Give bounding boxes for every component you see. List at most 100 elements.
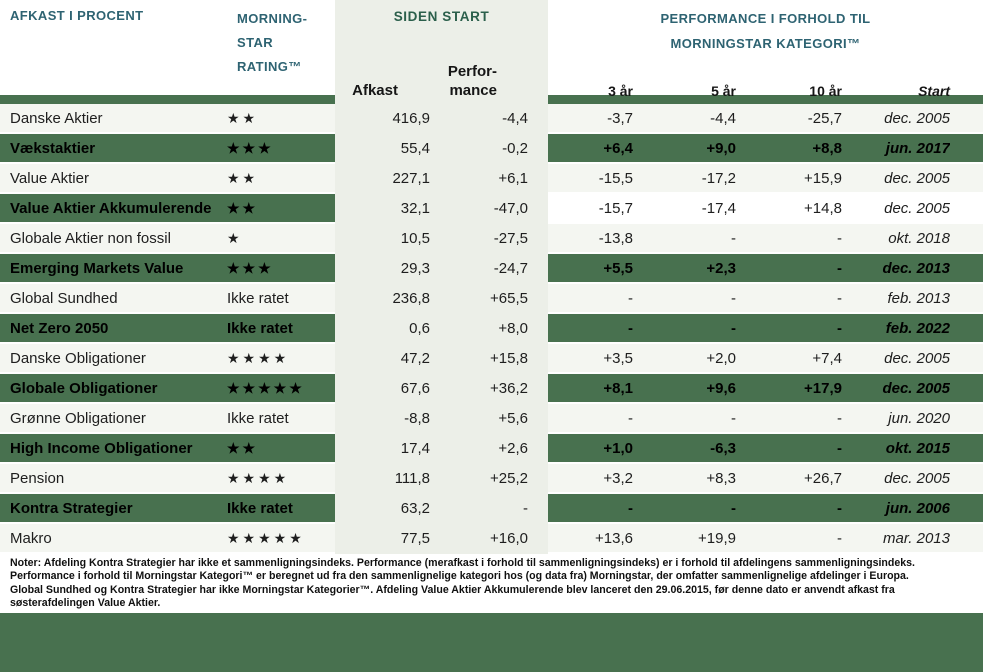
- rating-cell: ★★★★: [225, 344, 335, 372]
- table-row: Global Sundhed Ikke ratet 236,8 +65,5 - …: [0, 284, 983, 312]
- column-header-start: Start: [918, 83, 950, 99]
- fund-name-cell: High Income Obligationer: [0, 434, 225, 462]
- 10yr-cell: -25,7: [738, 104, 844, 132]
- footnotes: Noter: Afdeling Kontra Strategier har ik…: [10, 557, 976, 611]
- table-row: Kontra Strategier Ikke ratet 63,2 - - - …: [0, 494, 983, 522]
- 10yr-cell: +7,4: [738, 344, 844, 372]
- table-row: Danske Obligationer ★★★★ 47,2 +15,8 +3,5…: [0, 344, 983, 372]
- fund-name-cell: Value Aktier Akkumulerende: [0, 194, 225, 222]
- row-tail: [950, 164, 983, 192]
- fund-name-cell: Global Sundhed: [0, 284, 225, 312]
- footnote-line: søsterafdelingen Value Aktier.: [10, 597, 161, 610]
- 5yr-cell: +8,3: [636, 464, 738, 492]
- start-date-cell: dec. 2005: [844, 104, 950, 132]
- not-rated-label: Ikke ratet: [227, 409, 289, 427]
- performance-cell: -27,5: [493, 229, 528, 247]
- table-row: Pension ★★★★ 111,8 +25,2 +3,2 +8,3 +26,7…: [0, 464, 983, 492]
- afkast-cell: 236,8: [392, 289, 430, 307]
- row-tail: [950, 404, 983, 432]
- rating-cell: ★★: [225, 194, 335, 222]
- fund-name-cell: Net Zero 2050: [0, 314, 225, 342]
- rating-header-line: MORNING-: [237, 11, 308, 26]
- morningstar-stars: ★★: [227, 109, 259, 126]
- group-header-siden-start: SIDEN START: [393, 9, 490, 24]
- not-rated-label: Ikke ratet: [227, 289, 289, 307]
- column-header-5yr: 5 år: [711, 83, 736, 99]
- fund-name-cell: Kontra Strategier: [0, 494, 225, 522]
- rating-cell: ★★★★: [225, 464, 335, 492]
- row-tail: [950, 344, 983, 372]
- 5yr-cell: -17,4: [636, 194, 738, 222]
- performance-cell: -0,2: [502, 139, 528, 157]
- group-header-morningstar-kategori: PERFORMANCE I FORHOLD TIL MORNINGSTAR KA…: [548, 6, 983, 56]
- row-tail: [950, 464, 983, 492]
- 3yr-cell: +8,1: [548, 374, 636, 402]
- 10yr-cell: +14,8: [738, 194, 844, 222]
- performance-cell: -47,0: [493, 199, 528, 217]
- row-tail: [950, 254, 983, 282]
- table-row: Grønne Obligationer Ikke ratet -8,8 +5,6…: [0, 404, 983, 432]
- 3yr-cell: -: [548, 404, 636, 432]
- column-header-performance: Perfor- mance: [430, 62, 548, 100]
- morningstar-stars: ★★★★: [227, 349, 290, 366]
- column-header-10yr: 10 år: [809, 83, 842, 99]
- afkast-cell: 227,1: [392, 169, 430, 187]
- performance-header-line: Perfor-: [447, 63, 497, 80]
- 5yr-cell: -: [636, 284, 738, 312]
- column-header-3yr: 3 år: [608, 83, 633, 99]
- start-date-cell: jun. 2006: [844, 494, 950, 522]
- 10yr-cell: -: [738, 284, 844, 312]
- performance-cell: -: [523, 499, 528, 517]
- 10yr-cell: -: [738, 404, 844, 432]
- row-tail: [950, 524, 983, 552]
- fund-name-cell: Danske Aktier: [0, 104, 225, 132]
- column-header-fund: AFKAST I PROCENT: [10, 8, 144, 23]
- row-tail: [950, 284, 983, 312]
- 10yr-cell: +8,8: [738, 134, 844, 162]
- fund-name-cell: Globale Obligationer: [0, 374, 225, 402]
- 5yr-cell: +19,9: [636, 524, 738, 552]
- 5yr-cell: -: [636, 224, 738, 252]
- 3yr-cell: +6,4: [548, 134, 636, 162]
- morningstar-group-line: PERFORMANCE I FORHOLD TIL: [660, 11, 871, 26]
- performance-cell: +5,6: [498, 409, 528, 427]
- 10yr-cell: +17,9: [738, 374, 844, 402]
- table-row: Vækstaktier ★★★ 55,4 -0,2 +6,4 +9,0 +8,8…: [0, 134, 983, 162]
- 3yr-cell: -13,8: [548, 224, 636, 252]
- row-tail: [950, 314, 983, 342]
- fund-name-cell: Value Aktier: [0, 164, 225, 192]
- performance-cell: +2,6: [498, 439, 528, 457]
- 10yr-cell: -: [738, 224, 844, 252]
- 3yr-cell: +3,2: [548, 464, 636, 492]
- morningstar-stars: ★★: [227, 169, 259, 186]
- performance-header-line: mance: [449, 82, 497, 99]
- table-row: Value Aktier ★★ 227,1 +6,1 -15,5 -17,2 +…: [0, 164, 983, 192]
- performance-cell: +65,5: [490, 289, 528, 307]
- performance-cell: -4,4: [502, 109, 528, 127]
- table-row: Makro ★★★★★ 77,5 +16,0 +13,6 +19,9 - mar…: [0, 524, 983, 552]
- 5yr-cell: -6,3: [636, 434, 738, 462]
- fund-name-cell: Danske Obligationer: [0, 344, 225, 372]
- rating-cell: ★: [225, 224, 335, 252]
- 5yr-cell: -4,4: [636, 104, 738, 132]
- afkast-cell: 47,2: [400, 349, 430, 367]
- table-row: Globale Aktier non fossil ★ 10,5 -27,5 -…: [0, 224, 983, 252]
- afkast-cell: 0,6: [409, 319, 430, 337]
- rating-cell: Ikke ratet: [225, 404, 335, 432]
- 3yr-cell: +3,5: [548, 344, 636, 372]
- row-tail: [950, 434, 983, 462]
- start-date-cell: dec. 2013: [844, 254, 950, 282]
- row-tail: [950, 194, 983, 222]
- 3yr-cell: +5,5: [548, 254, 636, 282]
- performance-cell: -24,7: [493, 259, 528, 277]
- 10yr-cell: +26,7: [738, 464, 844, 492]
- not-rated-label: Ikke ratet: [227, 319, 293, 337]
- rating-header-line: RATING™: [237, 59, 302, 74]
- 5yr-cell: +9,6: [636, 374, 738, 402]
- morningstar-stars: ★★★★: [227, 469, 290, 486]
- rating-cell: Ikke ratet: [225, 494, 335, 522]
- morningstar-stars: ★★: [227, 199, 259, 216]
- afkast-cell: 111,8: [394, 469, 430, 487]
- rating-header-line: STAR: [237, 35, 274, 50]
- footer-green-band: [0, 613, 983, 672]
